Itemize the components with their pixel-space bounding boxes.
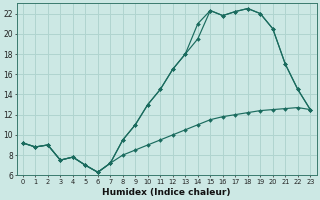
X-axis label: Humidex (Indice chaleur): Humidex (Indice chaleur): [102, 188, 231, 197]
